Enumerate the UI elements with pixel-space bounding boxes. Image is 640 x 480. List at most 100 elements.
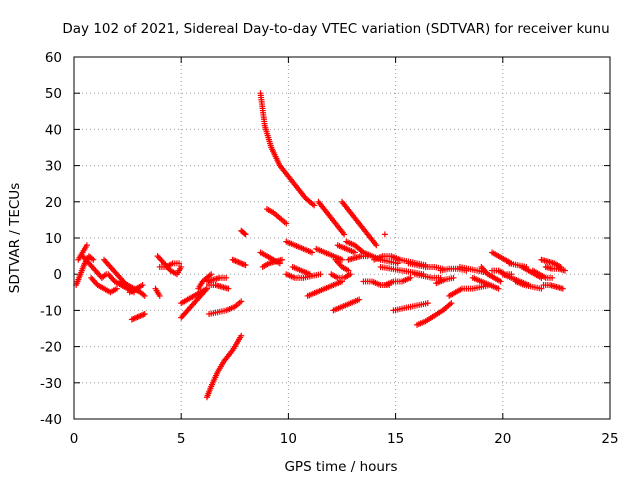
y-tick-label: -20 <box>40 340 62 356</box>
y-tick-label: 30 <box>45 159 62 175</box>
data-point <box>278 256 285 263</box>
data-point <box>141 292 148 299</box>
data-point <box>341 231 348 238</box>
data-point <box>317 271 324 278</box>
y-tick-label: -40 <box>40 412 62 428</box>
series-arc19 <box>206 282 232 292</box>
series-arc12 <box>156 260 183 270</box>
y-tick-label: -30 <box>40 376 62 392</box>
grid <box>74 57 610 419</box>
data-point <box>238 298 245 305</box>
series-arc09 <box>128 311 148 323</box>
data-point <box>141 311 148 318</box>
data-point <box>223 274 230 281</box>
data-point <box>178 263 185 270</box>
data-point <box>238 332 245 339</box>
y-tick-label: 40 <box>45 122 62 138</box>
data-point <box>283 220 290 227</box>
series-arc14 <box>178 285 210 321</box>
series-arc10 <box>152 285 163 299</box>
series-arc04 <box>88 274 120 296</box>
data-point <box>176 260 183 267</box>
data-point <box>538 285 545 292</box>
series-arc29 <box>304 278 345 299</box>
series-arc40 <box>381 231 388 238</box>
series-arc24 <box>259 256 285 270</box>
data-point <box>495 285 502 292</box>
data-point <box>242 262 249 269</box>
series-arc38 <box>345 253 371 263</box>
y-tick-label: 0 <box>53 267 62 283</box>
series-arc34 <box>332 256 352 274</box>
series-arc18 <box>206 298 245 318</box>
data-point <box>139 282 146 289</box>
series-arc16 <box>203 332 245 401</box>
data-point <box>351 249 358 256</box>
data-point <box>225 285 232 292</box>
data-point <box>407 274 414 281</box>
data-point <box>203 285 210 292</box>
y-axis-label: SDTVAR / TECUs <box>7 183 23 293</box>
x-tick-label: 20 <box>494 431 511 447</box>
series-arc65 <box>542 263 568 274</box>
y-tick-label: 20 <box>45 195 62 211</box>
series-arc35 <box>334 242 358 256</box>
series-arc63 <box>540 282 566 292</box>
data-point <box>559 285 566 292</box>
data-point <box>339 256 345 263</box>
data-point <box>347 271 354 278</box>
series-arc62 <box>529 267 556 281</box>
data-point <box>311 202 318 209</box>
data-point <box>381 231 388 238</box>
data-point <box>308 249 315 256</box>
x-tick-label: 0 <box>70 431 79 447</box>
y-tick-label: -10 <box>40 303 62 319</box>
data-point <box>90 256 97 263</box>
series-arc43 <box>381 274 414 289</box>
data-point <box>156 292 163 299</box>
series-arc20 <box>229 256 249 269</box>
x-tick-label: 10 <box>280 431 297 447</box>
series-arc51 <box>446 285 466 299</box>
y-tick-label: 50 <box>45 86 62 102</box>
series-arc17 <box>203 274 230 285</box>
series-arc60 <box>512 278 545 292</box>
data-point <box>424 300 431 307</box>
data-point <box>450 274 457 281</box>
data-point <box>241 230 248 237</box>
series-arc55 <box>478 263 504 285</box>
series-arc08 <box>126 282 146 296</box>
chart-title: Day 102 of 2021, Sidereal Day-to-day VTE… <box>62 21 609 37</box>
data-points <box>73 90 568 401</box>
x-tick-labels: 0 5 10 15 20 25 <box>70 431 619 447</box>
data-point <box>561 267 568 274</box>
data-point <box>345 267 352 274</box>
data-point <box>83 242 90 249</box>
y-tick-label: 60 <box>45 50 62 66</box>
series-arc28 <box>289 263 313 278</box>
series-arc26 <box>283 238 315 256</box>
data-point <box>373 242 380 249</box>
series-arc31 <box>315 198 348 238</box>
series-arc22 <box>257 90 318 209</box>
x-tick-label: 25 <box>601 431 618 447</box>
data-point <box>208 271 215 278</box>
data-point <box>356 296 363 303</box>
y-tick-labels: -40 -30 -20 -10 0 10 20 30 40 50 60 <box>40 50 62 428</box>
series-arc33 <box>330 296 363 314</box>
series-arc42 <box>377 263 427 278</box>
data-point <box>242 231 249 238</box>
y-tick-label: 10 <box>45 231 62 247</box>
series-arc52 <box>456 263 489 276</box>
series-arc32 <box>328 271 354 281</box>
plot-frame <box>73 56 611 420</box>
series-arc25 <box>263 206 290 227</box>
data-point <box>549 274 556 281</box>
series-arc49 <box>433 274 457 287</box>
series-arc47 <box>411 271 444 281</box>
series-arc30 <box>313 245 345 263</box>
data-point <box>306 271 313 278</box>
data-point <box>113 285 120 292</box>
x-axis-label: GPS time / hours <box>284 459 397 475</box>
series-arc44 <box>390 300 431 314</box>
